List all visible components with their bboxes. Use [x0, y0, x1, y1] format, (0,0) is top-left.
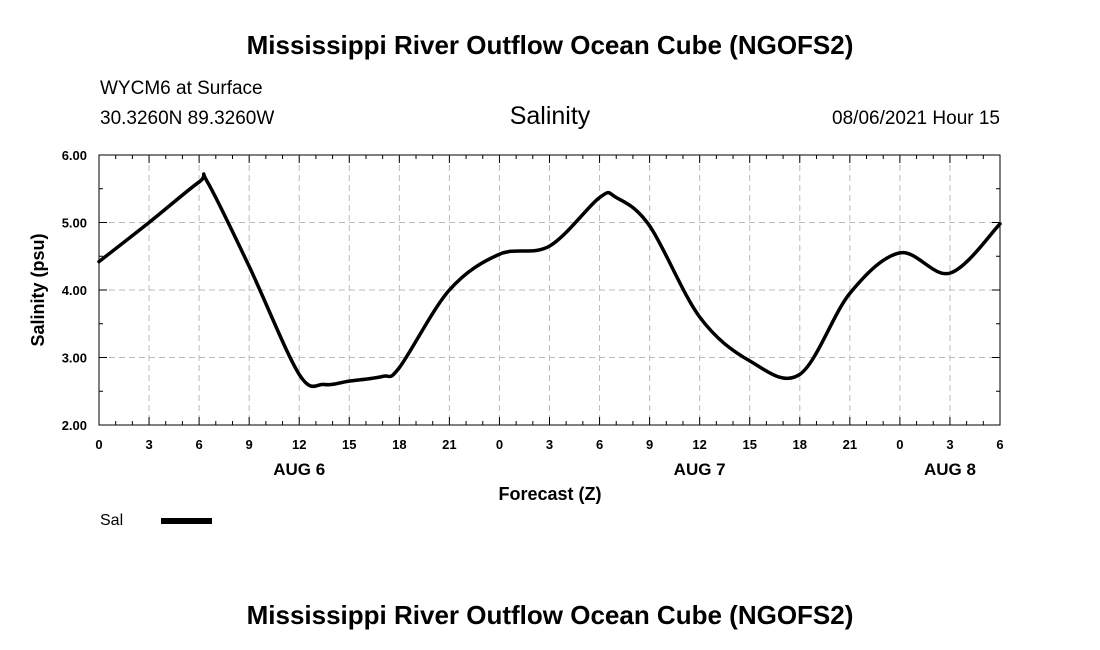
y-tick-label: 3.00 [62, 351, 87, 366]
date-label: AUG 6 [273, 460, 325, 479]
x-tick-label: 3 [546, 437, 553, 452]
y-tick-label: 2.00 [62, 418, 87, 433]
station-coords: 30.3260N 89.3260W [100, 108, 274, 129]
y-axis-label: Salinity (psu) [28, 233, 48, 346]
x-tick-label: 15 [342, 437, 356, 452]
x-tick-label: 21 [843, 437, 857, 452]
x-tick-label: 0 [496, 437, 503, 452]
x-tick-label: 0 [896, 437, 903, 452]
x-tick-label: 3 [946, 437, 953, 452]
salinity-series-line [97, 172, 1002, 389]
x-tick-label: 18 [793, 437, 807, 452]
x-tick-label: 21 [442, 437, 456, 452]
x-tick-label: 9 [646, 437, 653, 452]
x-axis-label: Forecast (Z) [498, 484, 601, 504]
x-tick-label: 3 [145, 437, 152, 452]
date-label: AUG 7 [674, 460, 726, 479]
forecast-timestamp: 08/06/2021 Hour 15 [832, 108, 1000, 129]
x-tick-label: 15 [742, 437, 756, 452]
x-tick-label: 12 [692, 437, 706, 452]
y-tick-label: 4.00 [62, 283, 87, 298]
variable-title: Salinity [510, 102, 591, 130]
x-tick-label: 6 [195, 437, 202, 452]
x-tick-label: 6 [996, 437, 1003, 452]
x-tick-label: 0 [95, 437, 102, 452]
chart-title: Mississippi River Outflow Ocean Cube (NG… [247, 30, 854, 60]
x-tick-label: 6 [596, 437, 603, 452]
x-tick-label: 12 [292, 437, 306, 452]
date-label: AUG 8 [924, 460, 976, 479]
footer-title: Mississippi River Outflow Ocean Cube (NG… [247, 600, 854, 630]
x-tick-label: 9 [246, 437, 253, 452]
legend-label: Sal [100, 512, 123, 529]
grid [99, 155, 1000, 425]
tick-marks [98, 154, 1001, 426]
x-tick-label: 18 [392, 437, 406, 452]
y-tick-label: 6.00 [62, 148, 87, 163]
date-labels: AUG 6 AUG 7 AUG 8 [273, 460, 976, 479]
y-tick-labels: 2.00 3.00 4.00 5.00 6.00 [62, 148, 87, 433]
x-tick-labels: 0 3 6 9 12 15 18 21 0 3 6 9 12 15 18 21 0 3 6 [95, 437, 1003, 452]
station-name: WYCM6 at Surface [100, 78, 263, 99]
y-tick-label: 5.00 [62, 216, 87, 231]
